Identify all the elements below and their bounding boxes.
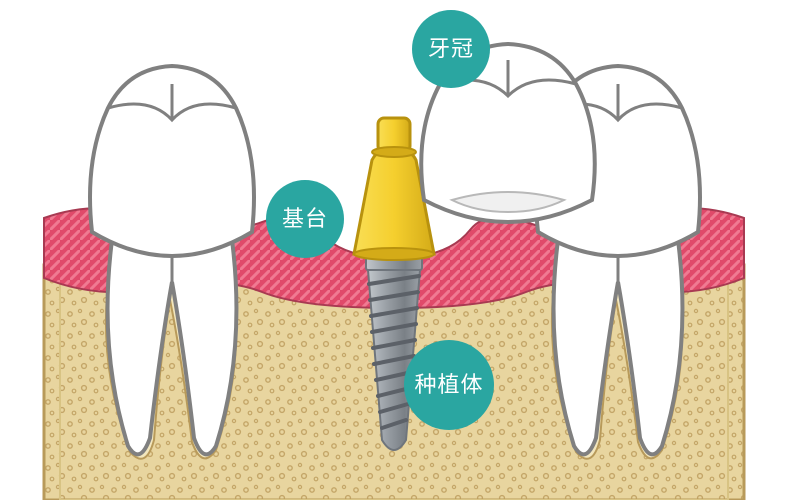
label-implant-text: 种植体 xyxy=(414,373,483,397)
implant-diagram xyxy=(0,0,788,500)
label-implant: 种植体 xyxy=(404,340,494,430)
label-crown-text: 牙冠 xyxy=(428,37,474,61)
label-abutment-text: 基台 xyxy=(282,207,328,231)
label-crown: 牙冠 xyxy=(412,10,490,88)
label-abutment: 基台 xyxy=(266,180,344,258)
